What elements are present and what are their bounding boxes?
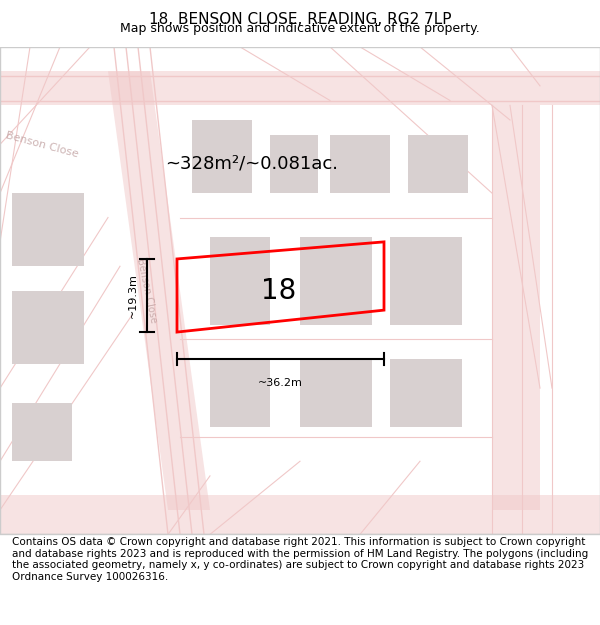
Bar	[12, 402, 72, 461]
Bar	[12, 291, 84, 364]
Bar	[390, 237, 462, 325]
Text: Map shows position and indicative extent of the property.: Map shows position and indicative extent…	[120, 22, 480, 35]
Bar	[198, 125, 246, 174]
Bar	[408, 134, 468, 193]
Polygon shape	[0, 71, 600, 106]
Bar	[192, 120, 252, 193]
Bar	[330, 134, 390, 193]
Polygon shape	[492, 106, 540, 510]
Bar	[300, 359, 372, 427]
Text: 18: 18	[262, 277, 296, 304]
Text: ~19.3m: ~19.3m	[128, 273, 138, 318]
Text: Benson Close: Benson Close	[4, 130, 80, 159]
Bar	[12, 193, 84, 266]
Bar	[300, 237, 372, 325]
Bar	[390, 359, 462, 427]
Polygon shape	[108, 71, 210, 510]
Bar	[210, 359, 270, 427]
Text: Benson Close: Benson Close	[135, 258, 159, 324]
Text: ~328m²/~0.081ac.: ~328m²/~0.081ac.	[166, 155, 338, 173]
Text: ~36.2m: ~36.2m	[258, 378, 303, 388]
Text: 18, BENSON CLOSE, READING, RG2 7LP: 18, BENSON CLOSE, READING, RG2 7LP	[149, 12, 451, 27]
Polygon shape	[0, 496, 600, 534]
Bar	[210, 237, 270, 325]
Bar	[270, 134, 318, 193]
Text: Contains OS data © Crown copyright and database right 2021. This information is : Contains OS data © Crown copyright and d…	[12, 537, 588, 582]
